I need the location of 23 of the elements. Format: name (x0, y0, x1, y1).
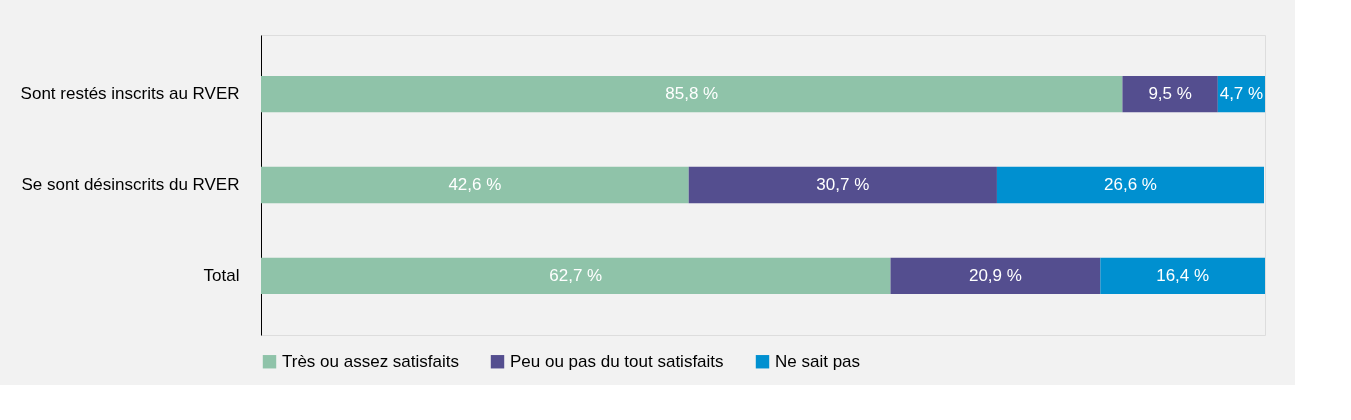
bar (1100, 257, 1265, 295)
y-tick-label: Sont restés inscrits au RVER (20, 84, 240, 104)
bar (688, 166, 997, 204)
data-label: 42,6 % (448, 175, 502, 194)
bar (1122, 75, 1218, 113)
bar (261, 75, 1123, 113)
data-label: 4,7 % (1219, 84, 1264, 104)
data-label: 20,9 % (968, 265, 1022, 285)
bar (890, 257, 1101, 295)
bar (996, 166, 1264, 204)
y-tick-label: Total (203, 265, 240, 285)
legend-label: Peu ou pas du tout satisfaits (510, 351, 724, 371)
legend-label: Ne sait pas (775, 351, 861, 371)
data-label: 16,4 % (1156, 265, 1210, 285)
bar (261, 166, 689, 204)
data-label: 85,8 % (665, 84, 719, 104)
y-tick-label: Se sont désinscrits du RVER (21, 175, 240, 194)
data-label: 9,5 % (1148, 84, 1192, 104)
data-label: 26,6 % (1104, 175, 1157, 194)
data-label: 30,7 % (816, 175, 870, 194)
legend-label: Très ou assez satisfaits (282, 351, 459, 371)
bar (261, 257, 891, 295)
data-label: 62,7 % (549, 265, 603, 285)
